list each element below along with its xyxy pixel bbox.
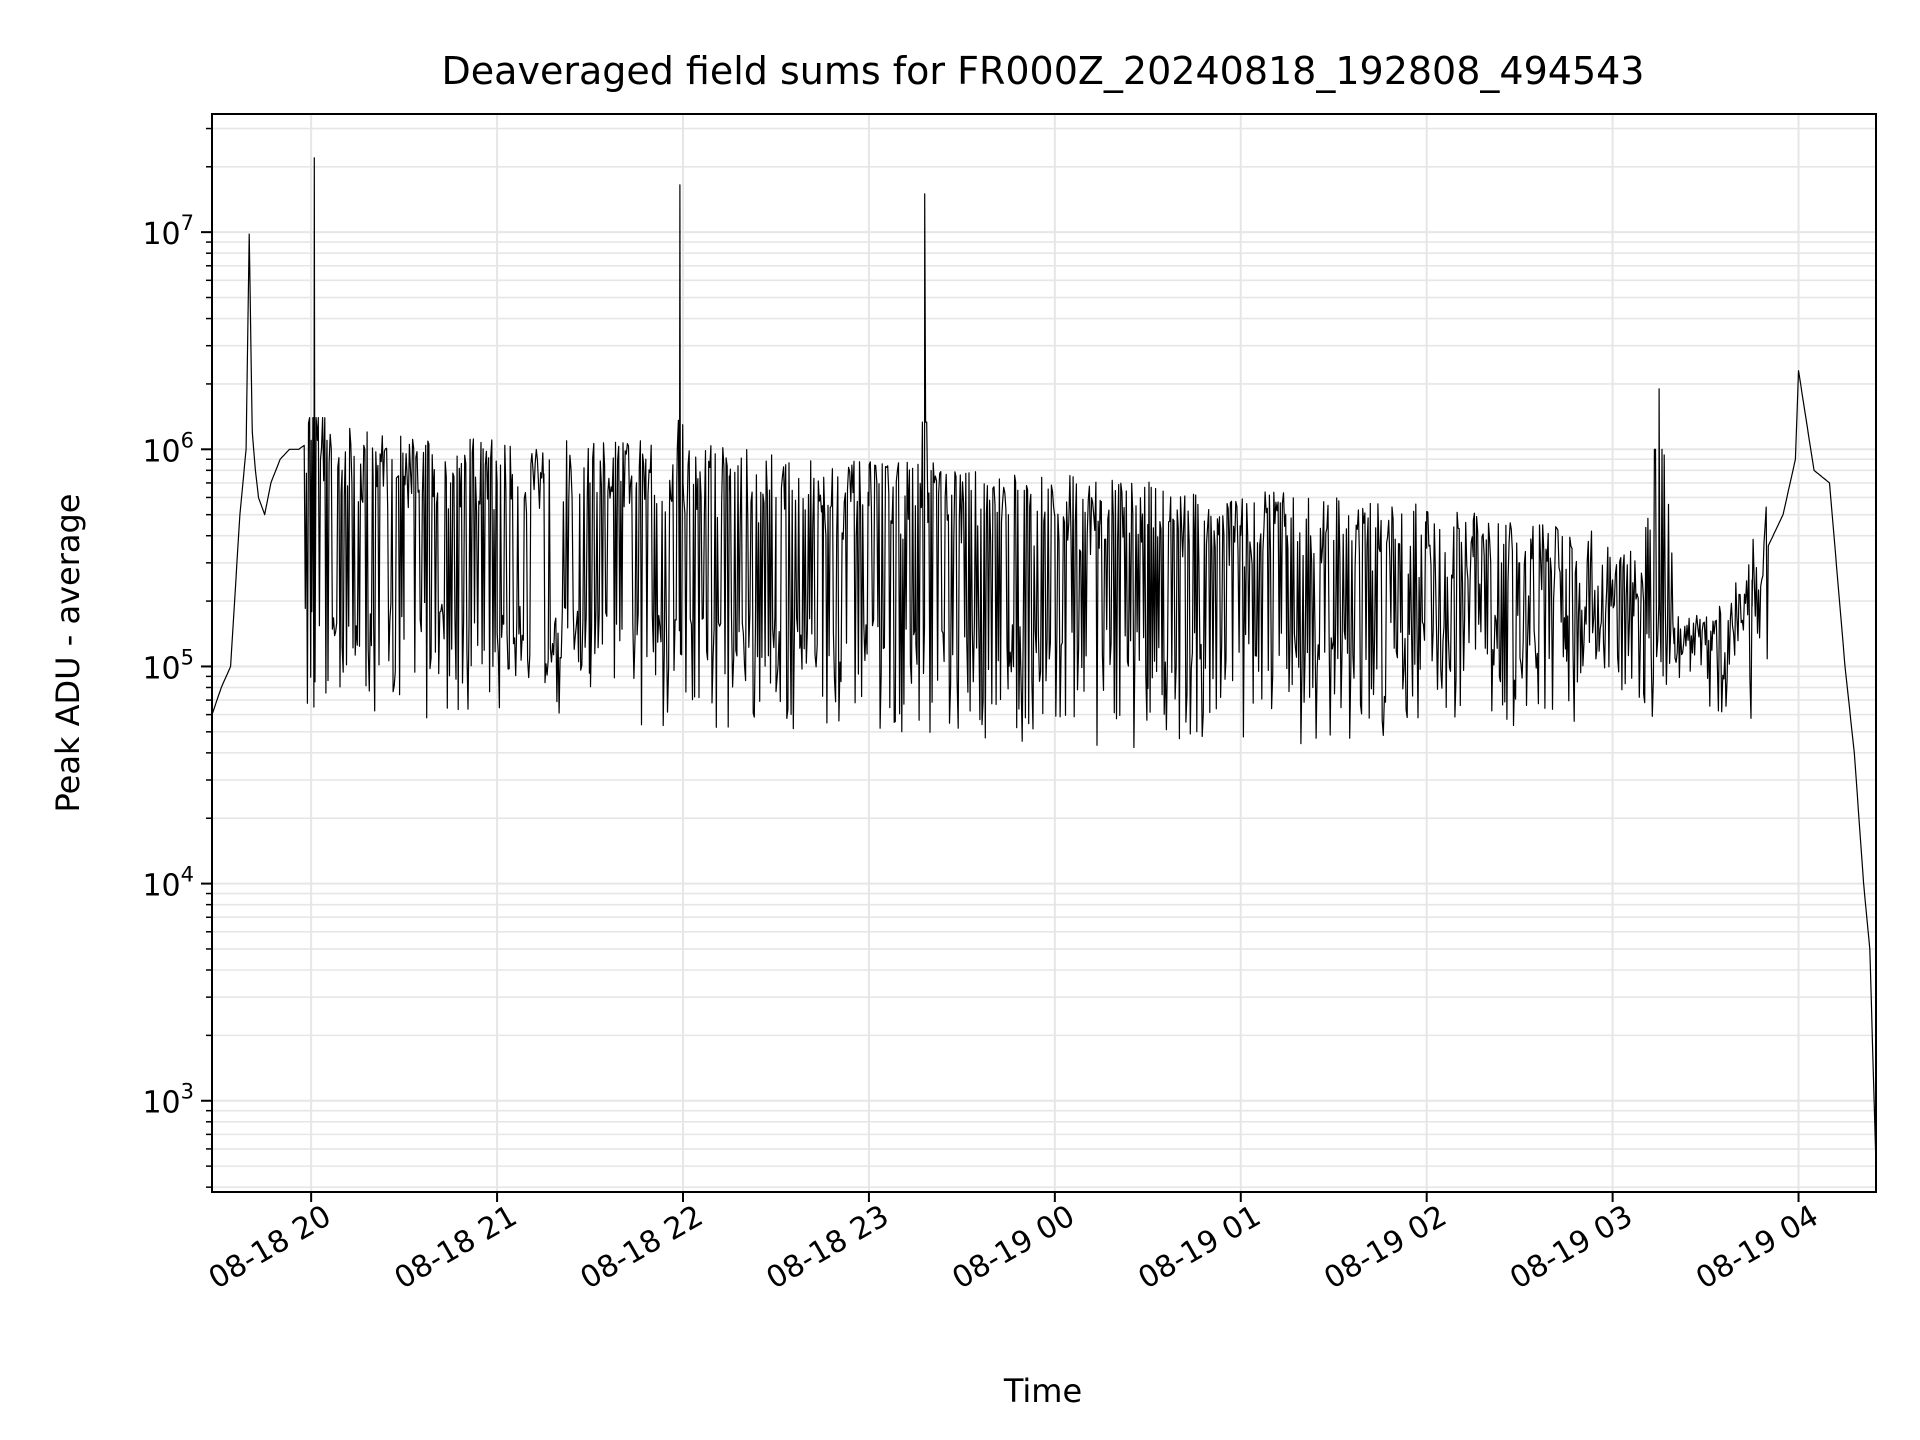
y-axis: 103 104 105 106 107: [142, 127, 212, 1188]
series-layer: [212, 157, 1876, 1167]
series-line: [212, 157, 1876, 1167]
x-axis-label: Time: [1003, 1372, 1082, 1410]
plot-frame: [211, 113, 1877, 1193]
y-tick-label: 106: [142, 428, 194, 469]
y-tick-label: 104: [142, 863, 194, 904]
grid: [212, 114, 1876, 1192]
y-tick-label: 103: [142, 1080, 194, 1121]
chart-title: Deaveraged field sums for FR000Z_2024081…: [442, 49, 1645, 93]
y-tick-label: 107: [142, 211, 194, 252]
y-axis-label: Peak ADU - average: [49, 494, 87, 813]
y-tick-label: 105: [142, 645, 194, 686]
